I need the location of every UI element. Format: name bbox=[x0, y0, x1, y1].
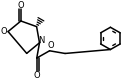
Text: O: O bbox=[18, 1, 24, 10]
Text: O: O bbox=[33, 71, 40, 80]
Text: O: O bbox=[47, 41, 54, 50]
Text: N: N bbox=[38, 36, 45, 45]
Text: O: O bbox=[0, 27, 7, 36]
